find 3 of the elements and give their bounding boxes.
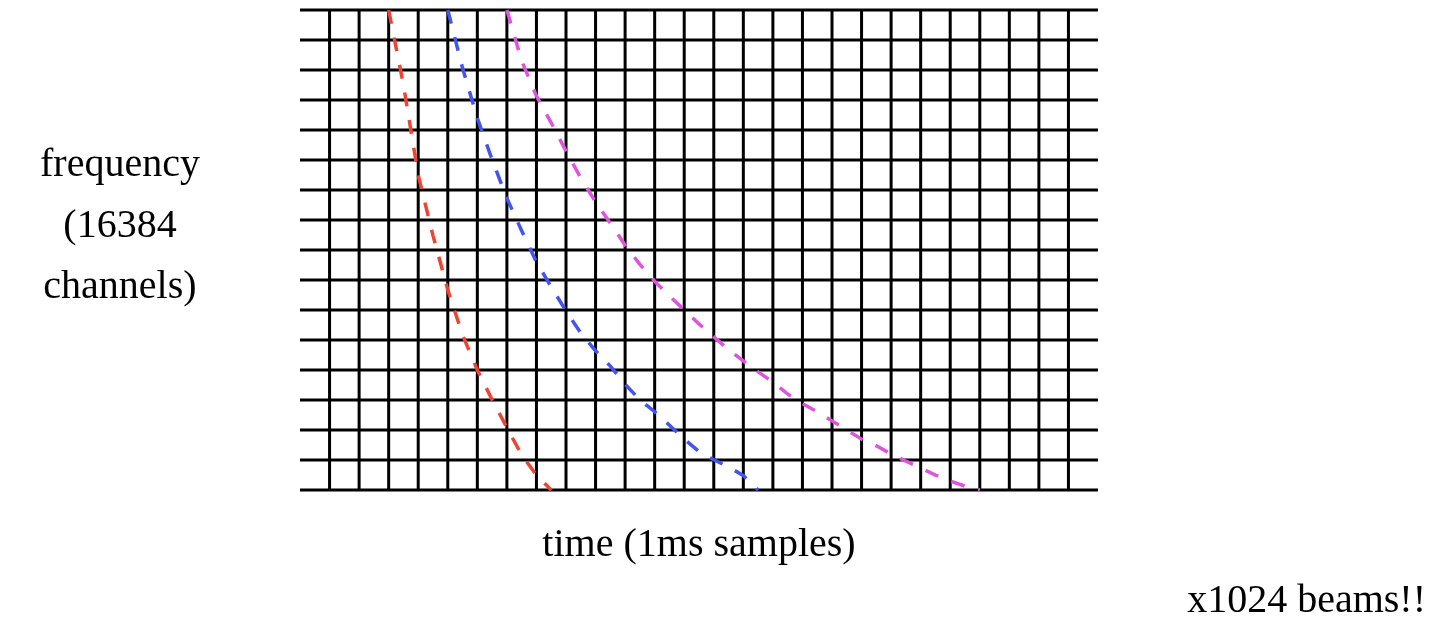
y-axis-title: frequency (16384 channels)	[40, 140, 200, 307]
x-axis-title: time (1ms samples)	[542, 520, 856, 565]
text: x1024 beams!!	[1187, 576, 1426, 619]
